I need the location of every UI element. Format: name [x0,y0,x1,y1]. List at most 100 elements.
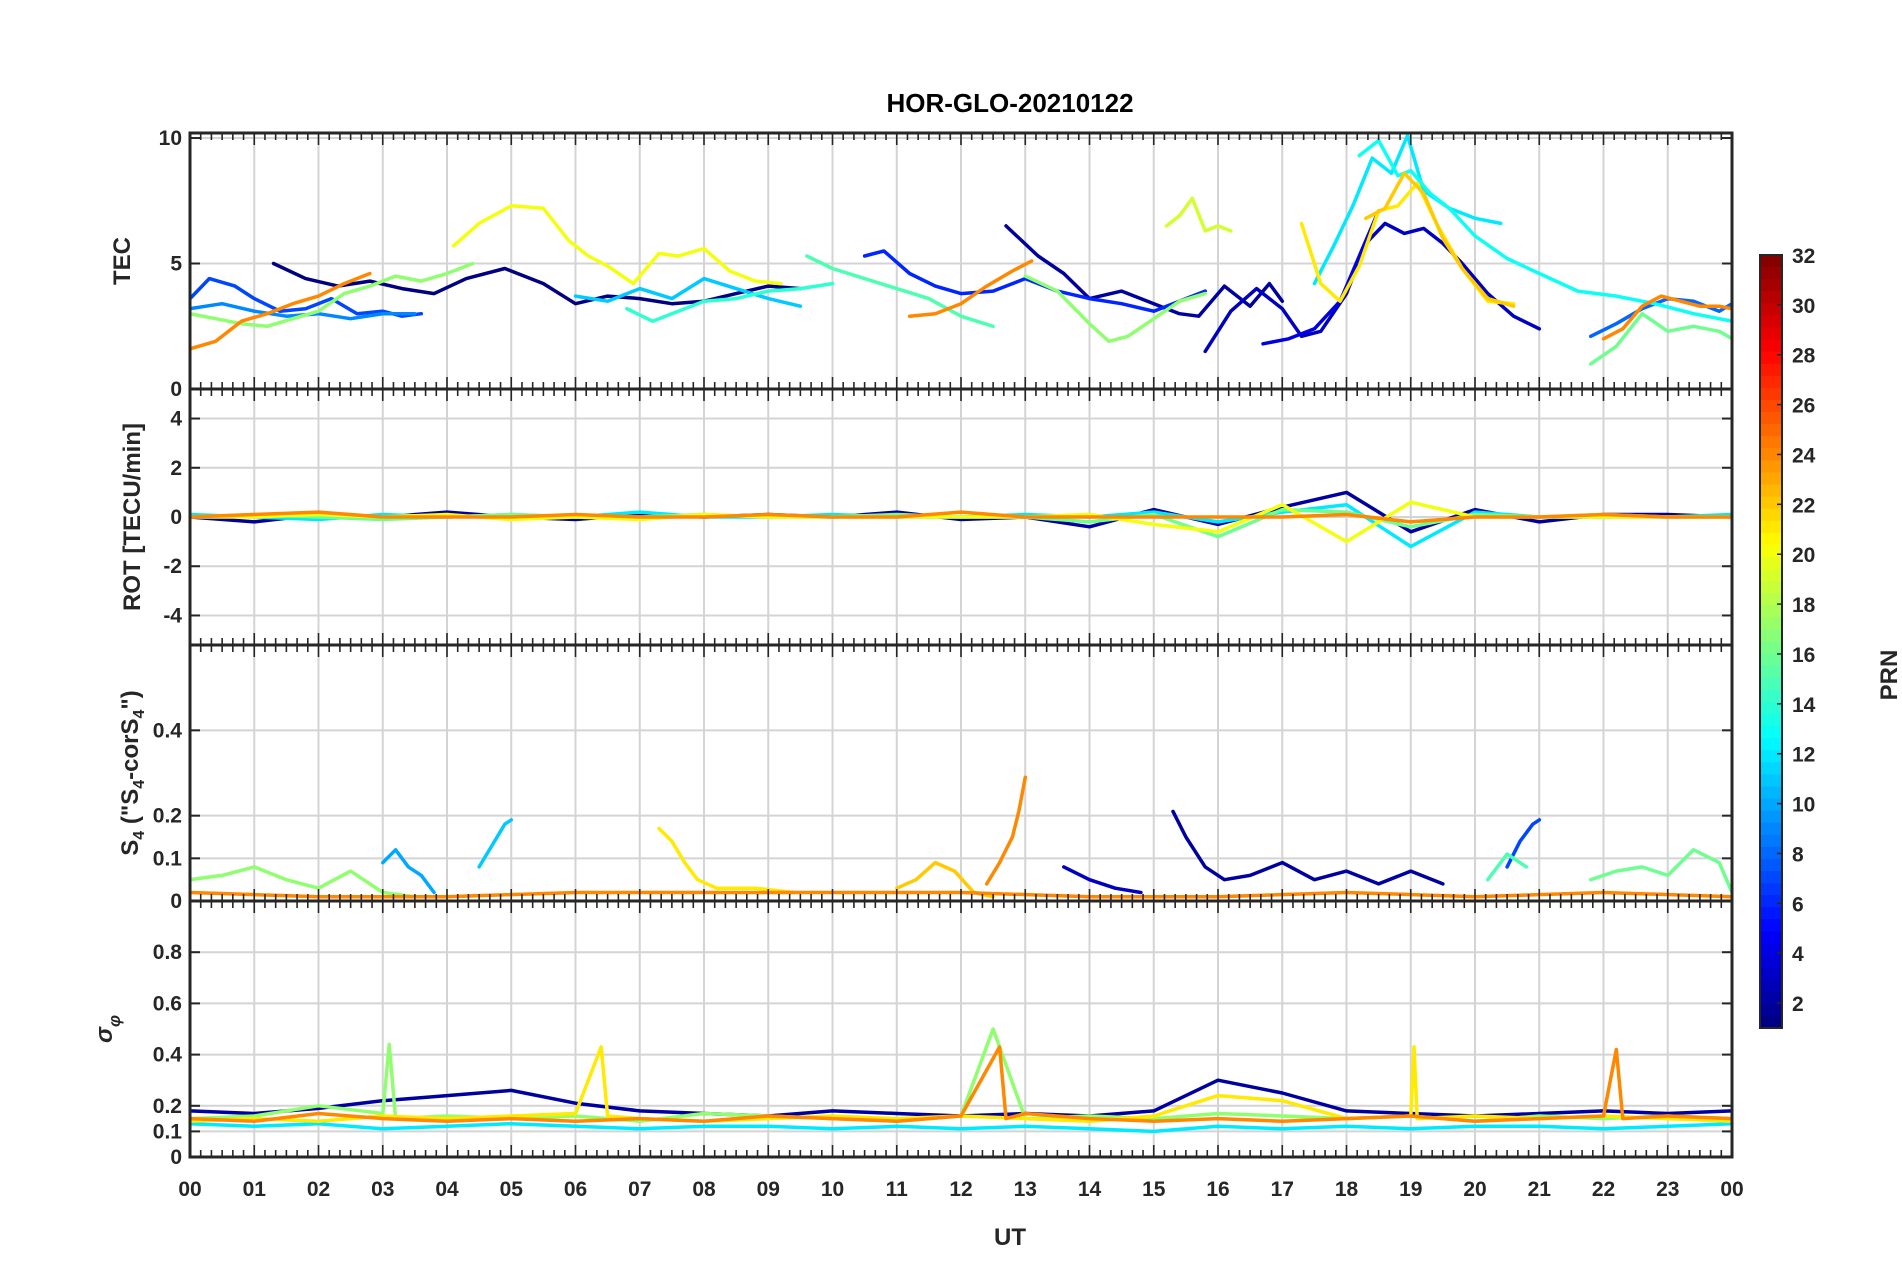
series-line-prn-15 [1486,852,1529,882]
colorbar-segment [1760,919,1782,932]
x-tick-label: 01 [243,1178,267,1201]
y-tick-label: 10 [159,127,182,150]
colorbar-segment [1760,351,1782,365]
colorbar-segment [1760,665,1782,679]
colorbar-segment [1760,460,1782,474]
colorbar-segment [1760,617,1782,631]
colorbar-segment [1760,448,1782,461]
colorbar-segment [1760,750,1782,763]
x-tick-label: 06 [564,1178,587,1201]
x-tick-label: 15 [1142,1178,1166,1201]
colorbar-segment [1760,436,1782,449]
panel-rot: -4 -2 0 2 4 ROT [TECU/min] [119,387,1734,647]
colorbar-segment [1760,653,1782,667]
x-tick-label: 17 [1271,1178,1294,1201]
colorbar-tick-label: 14 [1792,694,1816,717]
colorbar-frame [1759,254,1783,1029]
colorbar-segment [1760,255,1782,268]
colorbar-segment [1760,798,1782,812]
x-tick-label: 23 [1656,1178,1679,1201]
colorbar-segment [1760,412,1782,425]
x-tick-label: 02 [307,1178,330,1201]
x-tick-label: 09 [757,1178,780,1201]
y-tick-label: 0.6 [153,992,182,1015]
y-tick-label: 0 [170,1146,182,1169]
x-tick-label: 12 [949,1178,972,1201]
colorbar-segment [1760,424,1782,437]
colorbar-segment [1760,327,1782,341]
colorbar-tick-label: 24 [1792,444,1816,467]
x-tick-label: 00 [178,1178,201,1201]
series-group-rot [190,490,1732,549]
x-tick-label: 07 [628,1178,651,1201]
y-tick-label: 0 [170,378,182,401]
series-line-prn-24 [190,510,1732,524]
x-tick-label: 03 [371,1178,394,1201]
series-line-prn-17 [190,865,417,899]
series-line-prn-15 [805,254,995,329]
x-tick-label: 19 [1399,1178,1422,1201]
colorbar-segment [1760,496,1782,510]
colorbar-segment [1760,762,1782,775]
colorbar-tick-label: 2 [1792,993,1804,1016]
x-tick-label: 13 [1014,1178,1037,1201]
colorbar-segment [1760,1015,1782,1029]
series-line-prn-24 [907,259,1034,318]
colorbar-tick-label: 10 [1792,794,1815,817]
series-line-prn-24 [190,271,372,351]
series-line-prn-2 [1171,809,1445,886]
x-tick-label: 14 [1078,1178,1102,1201]
x-axis: 00 01 02 03 04 05 06 07 08 09 10 11 12 13 14 15 16 17 18 19… [178,1178,1743,1201]
y-tick-label: 0.4 [153,719,183,742]
colorbar-segment [1760,701,1782,715]
colorbar-segment [1760,339,1782,353]
panel-s4: 0 0.1 0.2 0.4S4 ("S4-corS4") [117,643,1734,913]
chart-title: HOR-GLO-20210122 [886,88,1133,118]
colorbar-segment [1760,279,1782,292]
colorbar-segment [1760,822,1782,836]
colorbar-tick-label: 32 [1792,245,1815,268]
colorbar-segment [1760,315,1782,329]
y-axis-label-tec: TEC [109,237,136,285]
colorbar-segment [1760,677,1782,691]
y-tick-label: 4 [170,408,182,431]
colorbar-segment [1760,979,1782,993]
x-tick-label: 16 [1206,1178,1229,1201]
colorbar-segment [1760,955,1782,969]
y-tick-label: 0.2 [153,1095,182,1118]
series-line-prn-16 [1588,311,1732,366]
series-line-prn-17 [1023,274,1207,344]
colorbar-segment [1760,883,1782,896]
colorbar-segment [1760,508,1782,522]
colorbar-segment [1760,303,1782,316]
x-tick-label: 10 [821,1178,844,1201]
series-line-prn-3 [1203,221,1542,354]
colorbar-segment [1760,484,1782,498]
y-tick-label: 0.1 [153,1120,183,1143]
series-line-prn-24 [1601,294,1732,341]
series-line-prn-7 [1505,818,1542,869]
panel-sigma: 0 0.10.2 0.4 0.6 0.8 σφ [91,899,1734,1169]
colorbar-tick-label: 8 [1792,843,1804,866]
colorbar-segment [1760,472,1782,486]
colorbar-tick-label: 18 [1792,594,1816,617]
series-line-prn-22 [1364,171,1516,308]
colorbar-segment [1760,375,1782,389]
colorbar-segment [1760,846,1782,860]
colorbar-segment [1760,532,1782,546]
x-axis-label: UT [994,1224,1026,1251]
series-line-prn-24 [984,775,1028,886]
colorbar-segment [1760,858,1782,872]
colorbar-segment [1760,629,1782,643]
series-line-prn-12 [190,1121,1732,1134]
colorbar-segment [1760,713,1782,727]
colorbar-segment [1760,399,1782,413]
colorbar-segment [1760,834,1782,848]
colorbar-segment [1760,520,1782,534]
series-line-prn-16 [1588,848,1732,895]
colorbar-segment [1760,267,1782,280]
series-line-prn-24 [190,1045,1732,1123]
series-group-tec [190,133,1732,366]
series-line-prn-2 [190,490,1732,534]
